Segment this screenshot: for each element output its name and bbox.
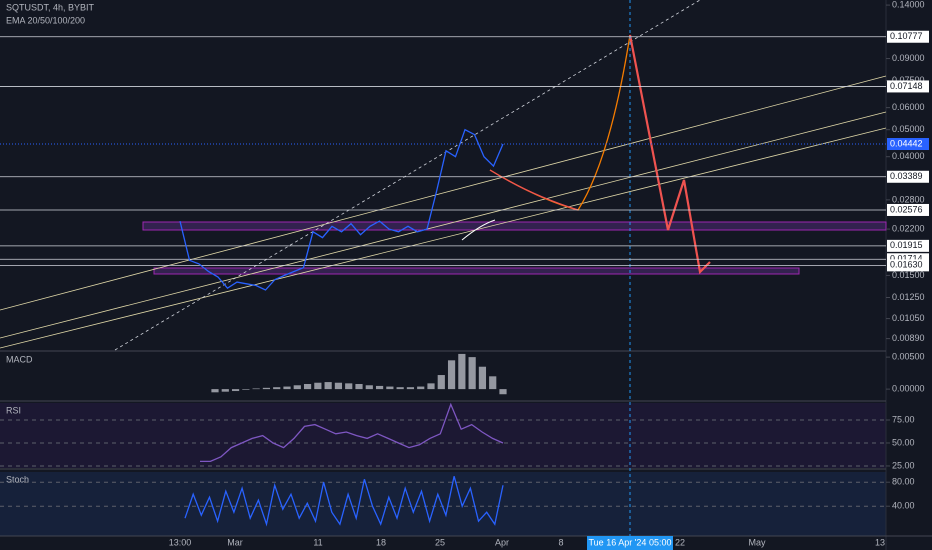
last-price-label: 0.04442 — [890, 138, 923, 148]
series-line — [200, 402, 504, 463]
zone — [153, 267, 800, 275]
x-axis: 13:00 Mar 11 18 25 Apr 8 22 May 13 — [169, 537, 885, 547]
histogram-bar — [355, 384, 363, 390]
y-tick-label: 0.02800 — [892, 194, 925, 204]
level-label: 0.07148 — [890, 81, 923, 91]
histogram-bar — [478, 366, 487, 390]
x-tick-label: Mar — [227, 537, 243, 547]
y-tick-label: 0.04000 — [892, 151, 925, 161]
level-label-bg — [887, 30, 929, 43]
histogram-bar — [406, 387, 415, 390]
histogram-bar — [365, 385, 373, 390]
histogram-bar — [396, 387, 404, 390]
histogram-bar — [252, 388, 260, 390]
histogram-bar — [314, 382, 322, 390]
projection — [489, 169, 579, 211]
y-tick-label: 40.00 — [892, 501, 915, 511]
pane-title: MACD — [6, 354, 33, 364]
y-tick-label: 0.09000 — [892, 53, 925, 63]
channel-line — [0, 111, 887, 339]
y-tick-label: 0.14000 — [892, 0, 925, 9]
histogram-bar — [458, 353, 466, 390]
level-label: 0.01915 — [890, 240, 923, 250]
x-tick-label: 25 — [435, 537, 445, 547]
crosshair-label-bg — [587, 536, 673, 550]
x-tick-label: 13 — [875, 537, 885, 547]
histogram-bar — [334, 382, 343, 390]
level-label-bg — [887, 80, 929, 93]
histogram-bar — [375, 385, 384, 390]
x-tick-label: 22 — [675, 537, 685, 547]
histogram-bar — [242, 389, 250, 390]
histogram-bar — [437, 375, 445, 390]
pane-title: Stoch — [6, 474, 29, 484]
stoch-band — [0, 472, 886, 536]
x-tick-label: Apr — [495, 537, 509, 547]
histogram-bar — [273, 387, 281, 390]
level-label: 0.10777 — [890, 31, 923, 41]
x-tick-label: 11 — [313, 537, 322, 547]
series-line — [184, 476, 504, 527]
histogram-bar — [221, 389, 229, 392]
histogram-bar — [283, 386, 291, 390]
level-label: 0.01714 — [890, 254, 923, 264]
histogram-bar — [417, 386, 425, 390]
level-label-bg — [887, 259, 929, 272]
y-tick-label: 0.05000 — [892, 124, 925, 134]
histogram-bar — [324, 382, 332, 390]
histogram-bar — [427, 383, 435, 390]
series-line — [179, 128, 504, 291]
y-tick-label: 0.00890 — [892, 333, 925, 343]
channel-line — [0, 75, 887, 311]
rsi-band — [0, 403, 886, 468]
level-label: 0.03389 — [890, 171, 923, 181]
y-tick-label: 0.01050 — [892, 313, 925, 323]
y-tick-label: 50.00 — [892, 437, 915, 447]
projection — [628, 34, 711, 275]
histogram-bar — [262, 387, 271, 390]
symbol-title: SQTUSDT, 4h, BYBIT — [6, 2, 95, 12]
histogram-bar — [303, 384, 312, 390]
level-label: 0.01630 — [890, 260, 923, 270]
y-tick-label: 75.00 — [892, 414, 915, 424]
level-label-bg — [887, 170, 929, 183]
histogram-bar — [489, 376, 497, 390]
channel-line — [0, 127, 887, 349]
histogram-bar — [345, 383, 353, 390]
y-tick-label: 0.00500 — [892, 351, 925, 361]
level-label-bg — [887, 239, 929, 252]
histogram-bar — [293, 385, 301, 390]
histogram-bar — [211, 389, 219, 393]
crosshair-label: Tue 16 Apr '24 05:00 — [589, 537, 672, 547]
y-tick-label: 0.00000 — [892, 383, 925, 393]
histogram-bar — [468, 357, 476, 390]
pane-title: RSI — [6, 405, 21, 415]
y-tick-label: 0.01500 — [892, 270, 925, 280]
y-tick-label: 80.00 — [892, 477, 915, 487]
y-tick-label: 0.07500 — [892, 75, 925, 85]
x-tick-label: 18 — [376, 537, 386, 547]
histogram-bar — [231, 389, 240, 392]
histogram-bar — [447, 360, 456, 390]
y-tick-label: 25.00 — [892, 460, 915, 470]
x-tick-label: May — [748, 537, 766, 547]
x-tick-label: 8 — [558, 537, 563, 547]
y-tick-label: 0.02200 — [892, 223, 925, 233]
histogram-bar — [499, 389, 507, 395]
last-price-bg — [887, 138, 929, 151]
level-label-bg — [887, 203, 929, 216]
level-label: 0.02576 — [890, 204, 923, 214]
histogram-bar — [386, 386, 394, 390]
y-tick-label: 0.06000 — [892, 102, 925, 112]
y-tick-label: 0.01250 — [892, 292, 925, 302]
ema-line — [461, 219, 496, 241]
x-tick-label: 13:00 — [169, 537, 192, 547]
level-label-bg — [887, 253, 929, 266]
indicator-title: EMA 20/50/100/200 — [6, 15, 85, 25]
zone — [142, 221, 887, 231]
